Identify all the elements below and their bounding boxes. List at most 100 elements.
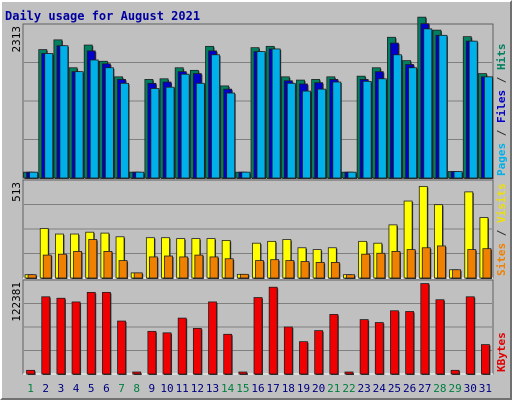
bot-bar-kbytes-day-20 (314, 330, 324, 375)
legend-entry: / (495, 223, 508, 243)
mid-bar-sites-day-30-fill (467, 249, 477, 279)
x-tick-label-day-1: 1 (27, 382, 34, 395)
top-bar-pages-day-24-fill (377, 78, 387, 179)
top-bar-pages-day-23-fill (362, 80, 372, 179)
bot-bar-kbytes-day-17 (268, 286, 279, 375)
top-bar-pages-day-17-fill (271, 48, 281, 179)
bot-bar-kbytes-day-15-fill (238, 371, 248, 375)
bot-bar-kbytes-day-21-fill (329, 314, 339, 375)
mid-bar-sites-day-3 (58, 253, 68, 279)
mid-bar-sites-day-12 (194, 254, 204, 279)
bot-bar-kbytes-day-19-fill (299, 341, 308, 375)
x-tick-label-day-15: 15 (236, 382, 249, 395)
mid-bar-sites-day-12-fill (194, 254, 204, 279)
mid-bar-sites-day-17-fill (270, 259, 280, 279)
mid-bar-sites-day-20 (315, 262, 326, 279)
legend-entry: Sites (495, 243, 508, 276)
bot-bar-kbytes-day-14-fill (223, 333, 233, 375)
top-bar-pages-day-7 (120, 82, 130, 179)
mid-bar-sites-day-22-fill (346, 274, 355, 279)
x-tick-label-day-12: 12 (191, 382, 204, 395)
top-bar-pages-day-12-fill (195, 82, 205, 179)
bot-bar-kbytes-day-5 (86, 291, 97, 375)
bot-bar-kbytes-day-24-fill (374, 322, 384, 375)
legend-entry: / (495, 123, 508, 143)
mid-bar-sites-day-29 (452, 269, 462, 279)
x-tick-label-day-28: 28 (433, 382, 446, 395)
mid-bar-sites-day-20-fill (315, 262, 325, 279)
top-bar-pages-day-5-fill (89, 59, 99, 179)
top-bar-pages-day-6 (104, 67, 115, 179)
top-bar-pages-day-22 (347, 171, 357, 179)
x-tick-label-day-10: 10 (160, 382, 173, 395)
legend-entry: / (495, 70, 508, 90)
top-bar-pages-day-26-fill (408, 67, 418, 179)
bot-bar-kbytes-day-30 (465, 296, 476, 375)
x-tick-label-day-18: 18 (282, 382, 295, 395)
bot-bar-kbytes-day-12-fill (192, 328, 202, 375)
mid-bar-sites-day-27 (421, 247, 432, 279)
x-tick-label-day-4: 4 (73, 382, 80, 395)
x-tick-label-day-3: 3 (58, 382, 65, 395)
mid-bar-sites-day-21-fill (330, 262, 340, 279)
x-tick-label-day-6: 6 (103, 382, 110, 395)
mid-bar-sites-day-30 (467, 249, 477, 279)
bot-bar-kbytes-day-29-fill (450, 369, 460, 375)
mid-bar-sites-day-4-fill (73, 251, 82, 279)
mid-bar-sites-day-22 (346, 274, 356, 279)
x-tick-label-day-8: 8 (133, 382, 140, 395)
x-tick-label-day-2: 2 (42, 382, 49, 395)
mid-bar-sites-day-15-fill (239, 273, 249, 279)
bot-bar-kbytes-day-23 (359, 319, 370, 375)
mid-bar-sites-day-16-fill (255, 260, 264, 279)
mid-bar-sites-day-17 (270, 259, 280, 279)
x-tick-label-day-30: 30 (464, 382, 477, 395)
mid-bar-sites-day-29-fill (452, 269, 461, 279)
bot-bar-kbytes-day-28-fill (435, 299, 445, 375)
bot-bar-kbytes-day-25 (390, 310, 400, 375)
x-tick-label-day-14: 14 (221, 382, 235, 395)
top-bar-pages-day-10-fill (165, 86, 175, 179)
mid-bar-sites-day-7 (118, 260, 129, 279)
bot-bar-kbytes-day-2-fill (41, 296, 51, 375)
bot-bar-kbytes-day-3-fill (56, 297, 66, 375)
bot-bar-kbytes-day-20-fill (314, 330, 324, 375)
bot-bar-kbytes-day-22 (344, 371, 354, 375)
mid-legend: Sites / Visits (495, 183, 508, 276)
mid-bar-sites-day-2-fill (42, 254, 52, 279)
top-bar-pages-day-14 (226, 92, 236, 179)
bot-bar-kbytes-day-7-fill (117, 320, 126, 375)
bot-bar-kbytes-day-23-fill (359, 319, 369, 375)
x-tick-label-day-22: 22 (342, 382, 355, 395)
top-bar-pages-day-20 (317, 88, 327, 179)
top-bar-pages-day-9 (150, 88, 160, 179)
x-tick-label-day-26: 26 (403, 382, 416, 395)
top-bar-pages-day-22-fill (347, 171, 357, 179)
mid-bar-sites-day-23 (361, 253, 371, 279)
top-bar-pages-day-6-fill (104, 67, 114, 179)
mid-ymax-label: 513 (10, 182, 23, 202)
x-tick-label-day-31: 31 (479, 382, 492, 395)
top-bar-pages-day-30 (468, 40, 479, 180)
bot-bar-kbytes-day-9-fill (147, 330, 157, 375)
top-bar-pages-day-9-fill (150, 88, 160, 179)
bot-bar-kbytes-day-22-fill (344, 371, 354, 375)
top-bar-pages-day-25-fill (393, 54, 402, 179)
legend-entry: Files (495, 90, 508, 123)
mid-bar-sites-day-9 (148, 256, 159, 279)
mid-bar-sites-day-6-fill (103, 251, 113, 279)
top-bar-pages-day-19-fill (302, 90, 311, 179)
mid-bar-sites-day-10 (164, 255, 174, 279)
bot-bar-kbytes-day-19 (299, 341, 309, 375)
bot-bar-kbytes-day-6 (101, 291, 112, 375)
bot-bar-kbytes-day-3 (56, 297, 66, 375)
mid-bar-sites-day-31-fill (482, 248, 492, 279)
top-bar-pages-day-20-fill (317, 88, 327, 179)
mid-bar-sites-day-31 (482, 248, 492, 279)
mid-bar-sites-day-11-fill (179, 256, 189, 279)
mid-bar-sites-day-7-fill (118, 260, 128, 279)
top-bar-pages-day-3 (59, 45, 69, 179)
top-bar-pages-day-8 (135, 171, 145, 179)
top-bar-pages-day-19 (302, 90, 312, 179)
